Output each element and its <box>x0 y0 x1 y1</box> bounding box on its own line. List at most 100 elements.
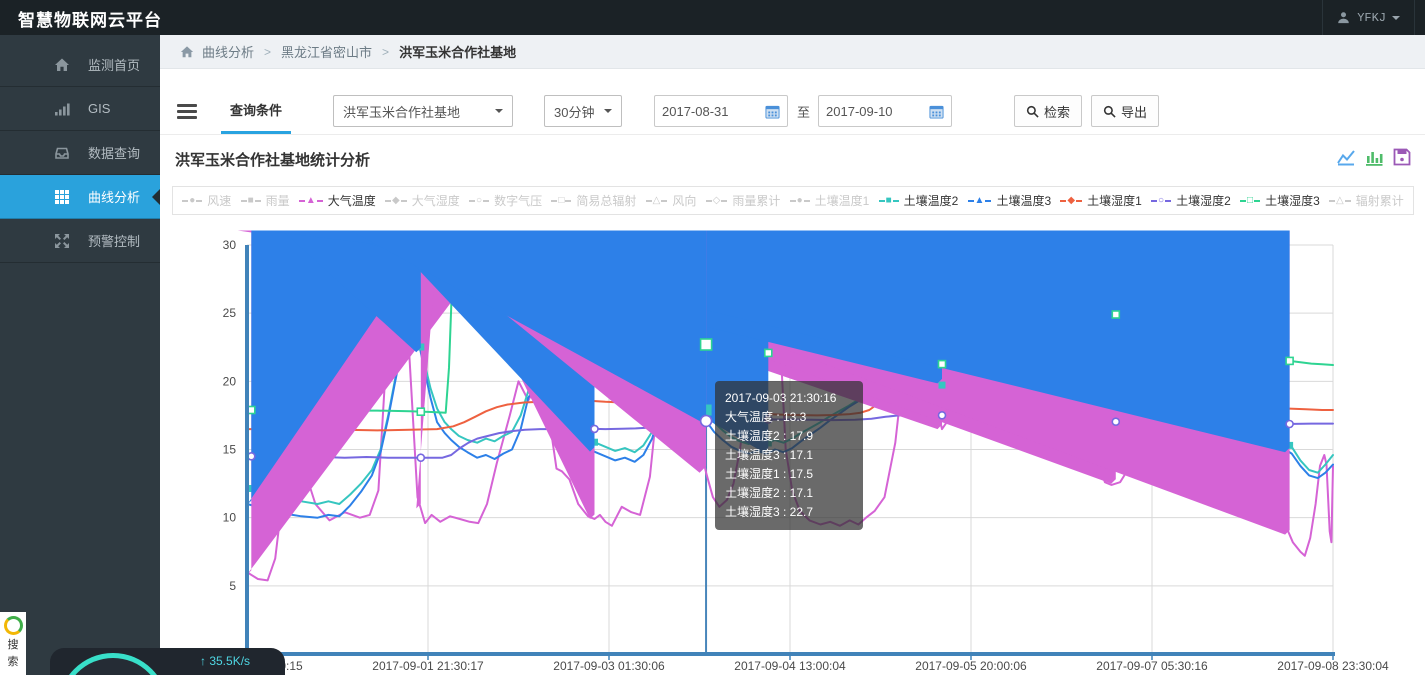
line-chart-icon[interactable] <box>1336 147 1356 167</box>
tooltip-rows: 大气温度 : 13.3 土壤温度2 : 17.9 土壤温度3 : 17.1 土壤湿度1… <box>725 408 853 522</box>
sidebar-item-label: 数据查询 <box>88 146 141 161</box>
inbox-icon <box>55 147 69 159</box>
interval-select-value: 30分钟 <box>554 104 595 120</box>
browser-search-widget[interactable]: 搜 索 <box>0 612 26 675</box>
y-axis-label: 15 <box>223 443 237 457</box>
legend-item-3[interactable]: ▲ 大气温度 <box>298 192 376 209</box>
save-icon[interactable] <box>1392 147 1412 167</box>
calendar-icon[interactable] <box>765 104 780 119</box>
legend-item-11[interactable]: ▲ 土壤温度3 <box>967 192 1051 209</box>
sidebar-item-label: 监测首页 <box>88 58 141 73</box>
legend-item-10[interactable]: ■ 土壤温度2 <box>878 192 958 209</box>
date-to-value: 2017-09-10 <box>826 103 893 119</box>
search-widget-char: 索 <box>7 656 19 668</box>
search-button-label: 检索 <box>1044 104 1071 120</box>
sidebar-item-monitor-home[interactable]: 监测首页 <box>0 43 160 87</box>
chevron-down-icon <box>495 109 504 117</box>
y-axis-label: 5 <box>229 579 236 593</box>
grid-icon <box>55 189 69 204</box>
sidebar: 监测首页 GIS 数据查询 曲线分析 预警控制 <box>0 35 160 675</box>
y-axis-line <box>245 245 249 654</box>
date-from-input[interactable]: 2017-08-31 <box>654 95 789 127</box>
user-menu[interactable]: YFKJ <box>1322 0 1415 35</box>
chart-plot-area[interactable]: 0510152025302017-08-31 01:30:152017-09-0… <box>160 230 1425 675</box>
sidebar-item-label: GIS <box>88 101 111 116</box>
sidebar-item-gis[interactable]: GIS <box>0 87 160 131</box>
chevron-down-icon <box>604 109 613 117</box>
tooltip-row: 土壤湿度2 : 17.1 <box>725 486 814 500</box>
x-axis-label: 2017-09-03 01:30:06 <box>553 659 665 673</box>
legend-item-14[interactable]: □ 土壤湿度3 <box>1240 192 1320 209</box>
legend-item-9[interactable]: ● 土壤温度1 <box>789 192 869 209</box>
y-axis-label: 10 <box>223 511 237 525</box>
calendar-icon[interactable] <box>929 104 944 119</box>
breadcrumb: 曲线分析 > 黑龙江省密山市 > 洪军玉米合作社基地 <box>160 35 1425 69</box>
speed-gauge-icon <box>58 653 168 675</box>
legend-item-15[interactable]: △ 辐射累计 <box>1329 192 1404 209</box>
tooltip-row: 土壤湿度3 : 22.7 <box>725 505 814 519</box>
tab-query-conditions[interactable]: 查询条件 <box>221 88 292 134</box>
breadcrumb-item[interactable]: 曲线分析 <box>202 45 255 60</box>
chevron-right-icon: > <box>382 44 390 59</box>
x-axis-label: 2017-09-08 23:30:04 <box>1277 659 1389 673</box>
user-name: YFKJ <box>1357 10 1386 25</box>
tooltip-row: 土壤湿度1 : 17.5 <box>725 467 814 481</box>
chart-legend: ● 风速 ■ 雨量 ▲ 大气温度 ◆ 大气湿度 ○ 数字气压 □ 简易总辐射 △ 风向 ◇ 雨量累计 ● 土壤温度… <box>172 186 1414 215</box>
sidebar-item-label: 预警控制 <box>88 234 141 249</box>
network-speed-widget[interactable]: ↑ 35.5K/s <box>50 648 285 675</box>
signal-icon <box>55 103 70 115</box>
bar-chart-icon[interactable] <box>1364 147 1384 167</box>
top-header: 智慧物联网云平台 YFKJ <box>0 0 1425 35</box>
sidebar-item-label: 曲线分析 <box>88 190 141 205</box>
date-to-input[interactable]: 2017-09-10 <box>818 95 953 127</box>
x-axis-label: 2017-09-04 13:00:04 <box>734 659 846 673</box>
breadcrumb-item-current: 洪军玉米合作社基地 <box>399 45 517 60</box>
arrows-icon <box>55 233 69 248</box>
sidebar-item-alert-control[interactable]: 预警控制 <box>0 219 160 263</box>
legend-item-2[interactable]: ■ 雨量 <box>240 192 290 209</box>
export-button-label: 导出 <box>1121 104 1148 120</box>
chevron-down-icon <box>1392 15 1400 24</box>
station-select-value: 洪军玉米合作社基地 <box>343 104 461 120</box>
chevron-right-icon: > <box>264 44 272 59</box>
speed-value: ↑ 35.5K/s <box>200 654 251 668</box>
legend-item-4[interactable]: ◆ 大气湿度 <box>385 192 460 209</box>
search-widget-char: 搜 <box>7 639 19 651</box>
search-icon <box>1026 105 1039 118</box>
sidebar-item-curve-analysis[interactable]: 曲线分析 <box>0 175 160 219</box>
home-icon <box>55 58 69 71</box>
sidebar-item-data-query[interactable]: 数据查询 <box>0 131 160 175</box>
y-axis-label: 20 <box>223 374 237 388</box>
legend-item-7[interactable]: △ 风向 <box>645 192 696 209</box>
legend-item-1[interactable]: ● 风速 <box>182 192 231 209</box>
station-select[interactable]: 洪军玉米合作社基地 <box>333 95 514 127</box>
legend-item-5[interactable]: ○ 数字气压 <box>469 192 542 209</box>
legend-item-12[interactable]: ◆ 土壤湿度1 <box>1060 192 1142 209</box>
chart-toolbox <box>1336 147 1412 167</box>
breadcrumb-item[interactable]: 黑龙江省密山市 <box>281 45 373 60</box>
search-icon <box>1103 105 1116 118</box>
search-widget-icon <box>3 616 23 635</box>
menu-toggle-icon[interactable] <box>177 101 197 122</box>
y-axis-label: 30 <box>223 238 237 252</box>
chart-title: 洪军玉米合作社基地统计分析 <box>175 152 371 169</box>
x-axis-label: 2017-09-01 21:30:17 <box>372 659 484 673</box>
date-from-value: 2017-08-31 <box>662 103 729 119</box>
search-button[interactable]: 检索 <box>1014 95 1083 127</box>
legend-item-8[interactable]: ◇ 雨量累计 <box>705 192 780 209</box>
x-axis-label: 2017-09-05 20:00:06 <box>915 659 1027 673</box>
home-icon <box>180 45 194 57</box>
tooltip-row: 土壤温度2 : 17.9 <box>725 429 814 443</box>
app-title: 智慧物联网云平台 <box>18 11 162 30</box>
legend-item-13[interactable]: ○ 土壤湿度2 <box>1151 192 1231 209</box>
user-icon <box>1338 12 1349 24</box>
export-button[interactable]: 导出 <box>1091 95 1160 127</box>
date-range-to-label: 至 <box>797 104 811 120</box>
tooltip-row: 土壤温度3 : 17.1 <box>725 448 814 462</box>
interval-select[interactable]: 30分钟 <box>544 95 623 127</box>
y-axis-label: 25 <box>223 306 237 320</box>
query-toolbar: 查询条件 洪军玉米合作社基地 30分钟 2017-08-31 至 2017-09… <box>160 88 1425 135</box>
legend-item-6[interactable]: □ 简易总辐射 <box>551 192 636 209</box>
chart-tooltip: 2017-09-03 21:30:16 大气温度 : 13.3 土壤温度2 : 1… <box>715 381 863 530</box>
